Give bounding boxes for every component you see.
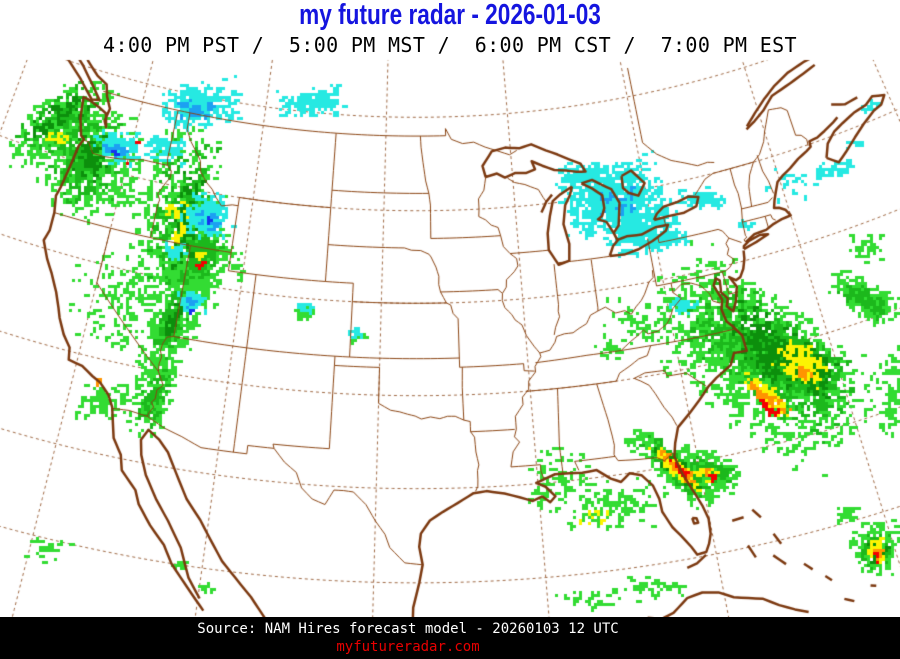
website-link[interactable]: myfutureradar.com xyxy=(336,639,480,655)
valid-times: 4:00 PM PST / 5:00 PM MST / 6:00 PM CST … xyxy=(103,33,797,57)
page-title: my future radar - 2026-01-03 xyxy=(299,0,601,31)
footer-text-block: Source: NAM Hires forecast model - 20260… xyxy=(0,617,816,656)
source-line: Source: NAM Hires forecast model - 20260… xyxy=(197,621,619,637)
footer-bar: Source: NAM Hires forecast model - 20260… xyxy=(0,617,900,659)
